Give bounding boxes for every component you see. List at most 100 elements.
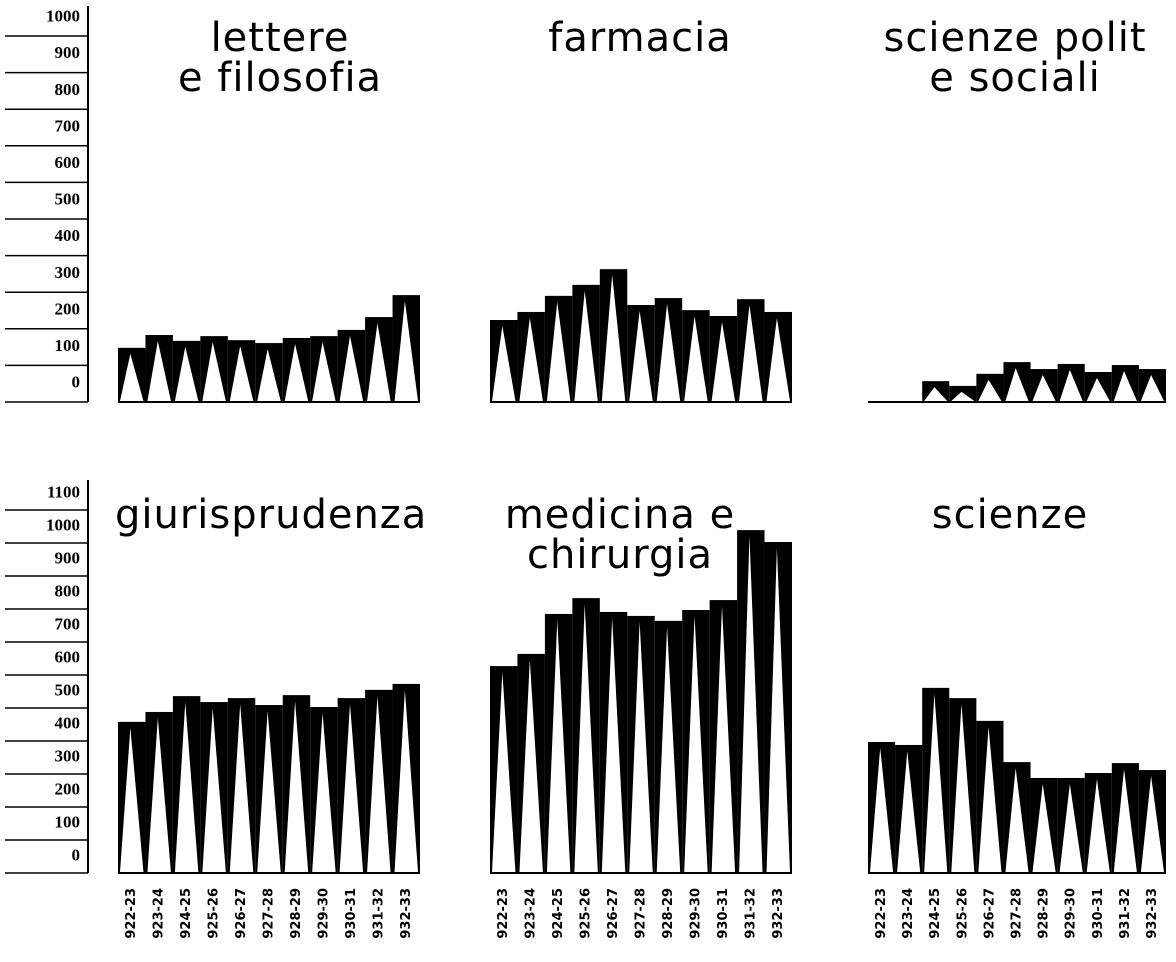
x-tick-label: 925-26 xyxy=(579,888,594,939)
y-tick-label: 100 xyxy=(55,336,81,355)
y-tick-label: 800 xyxy=(55,581,81,600)
y-tick-label: 400 xyxy=(55,226,81,245)
chart-title: giurisprudenza xyxy=(115,492,428,538)
bar-pattern xyxy=(519,317,543,401)
bar-pattern xyxy=(766,548,790,872)
bar-pattern xyxy=(229,346,254,401)
y-tick-label: 0 xyxy=(72,845,81,864)
x-tick-label: 931-32 xyxy=(743,888,758,939)
bar-pattern xyxy=(147,717,171,872)
bar-pattern xyxy=(739,536,763,872)
bar-pattern xyxy=(1005,768,1029,872)
bar-pattern xyxy=(312,713,336,872)
y-tick-label: 500 xyxy=(55,680,81,699)
bar-pattern xyxy=(174,702,199,872)
x-tick-label: 922-23 xyxy=(124,888,139,939)
bar-pattern xyxy=(202,708,226,872)
bar-pattern xyxy=(978,726,1002,872)
bar-pattern xyxy=(120,727,144,872)
bar-pattern xyxy=(1059,783,1083,872)
x-tick-label: 926-27 xyxy=(234,888,249,939)
y-tick-label: 100 xyxy=(55,812,81,831)
bar-pattern xyxy=(574,290,598,401)
x-tick-label: 923-24 xyxy=(524,888,539,939)
bar-pattern xyxy=(924,693,948,872)
bar-pattern xyxy=(284,343,309,401)
x-tick-label: 927-28 xyxy=(1010,888,1025,939)
chart-title: scienze xyxy=(931,492,1089,538)
y-tick-label: 1000 xyxy=(46,7,80,26)
bar-pattern xyxy=(1113,769,1137,872)
x-tick-label: 922-23 xyxy=(874,888,889,939)
x-tick-label: 929-30 xyxy=(1064,888,1079,939)
x-tick-label: 930-31 xyxy=(344,888,359,939)
y-tick-label: 0 xyxy=(72,373,81,392)
x-tick-label: 927-28 xyxy=(634,888,649,939)
x-tick-label: 926-27 xyxy=(606,888,621,939)
chart-title: farmacia xyxy=(548,15,732,61)
y-tick-label: 300 xyxy=(55,263,81,282)
bar-pattern xyxy=(394,689,418,872)
x-tick-label: 925-26 xyxy=(207,888,222,939)
y-tick-label: 700 xyxy=(55,116,81,135)
bar-pattern xyxy=(257,349,281,401)
x-tick-label: 930-31 xyxy=(716,888,731,939)
bar-pattern xyxy=(629,311,653,401)
bar-pattern xyxy=(312,342,336,401)
bar-pattern xyxy=(284,701,309,872)
bar-pattern xyxy=(339,704,364,872)
bar-pattern xyxy=(629,621,653,872)
x-tick-label: 923-24 xyxy=(901,888,916,939)
bar-pattern xyxy=(492,672,516,872)
bar-pattern xyxy=(897,750,921,872)
bar-pattern xyxy=(601,275,626,401)
bar-pattern xyxy=(367,323,391,401)
x-tick-label: 929-30 xyxy=(316,888,331,939)
bar-pattern xyxy=(711,321,736,401)
x-tick-label: 923-24 xyxy=(152,888,167,939)
bar-pattern xyxy=(492,326,516,401)
x-tick-label: 928-29 xyxy=(661,888,676,939)
bar-pattern xyxy=(367,695,391,872)
y-tick-label: 1000 xyxy=(46,515,80,534)
y-tick-label: 700 xyxy=(55,614,81,633)
bar-pattern xyxy=(339,335,364,401)
x-tick-label: 924-25 xyxy=(928,888,943,939)
x-tick-label: 927-28 xyxy=(262,888,277,939)
bar-pattern xyxy=(120,353,144,401)
y-tick-label: 300 xyxy=(55,746,81,765)
bar-pattern xyxy=(1005,368,1029,401)
bar-pattern xyxy=(951,391,975,401)
x-tick-label: 926-27 xyxy=(982,888,997,939)
bar-pattern xyxy=(1140,776,1164,872)
x-tick-label: 931-32 xyxy=(371,888,386,939)
bar-pattern xyxy=(739,305,763,401)
x-tick-label: 930-31 xyxy=(1091,888,1106,939)
bar-pattern xyxy=(1032,783,1056,872)
bar-pattern xyxy=(924,387,948,401)
x-tick-label: 925-26 xyxy=(955,888,970,939)
x-tick-label: 924-25 xyxy=(179,888,194,939)
bar-pattern xyxy=(711,606,736,872)
y-tick-label: 200 xyxy=(55,779,81,798)
bar-pattern xyxy=(174,346,199,401)
bar-pattern xyxy=(519,659,543,872)
bar-pattern xyxy=(1113,371,1137,401)
y-tick-label: 500 xyxy=(55,190,81,209)
bar-pattern xyxy=(202,342,226,401)
x-tick-label: 929-30 xyxy=(688,888,703,939)
bar-pattern xyxy=(766,317,790,401)
x-tick-label: 928-29 xyxy=(1037,888,1052,939)
bar-pattern xyxy=(656,304,681,401)
bar-pattern xyxy=(978,379,1002,401)
x-tick-label: 924-25 xyxy=(551,888,566,939)
x-tick-label: 931-32 xyxy=(1118,888,1133,939)
bar-pattern xyxy=(229,704,254,872)
y-tick-label: 600 xyxy=(55,153,81,172)
y-tick-label: 900 xyxy=(55,43,81,62)
bar-pattern xyxy=(147,341,171,401)
y-tick-label: 800 xyxy=(55,80,81,99)
x-tick-label: 932-33 xyxy=(771,888,786,939)
